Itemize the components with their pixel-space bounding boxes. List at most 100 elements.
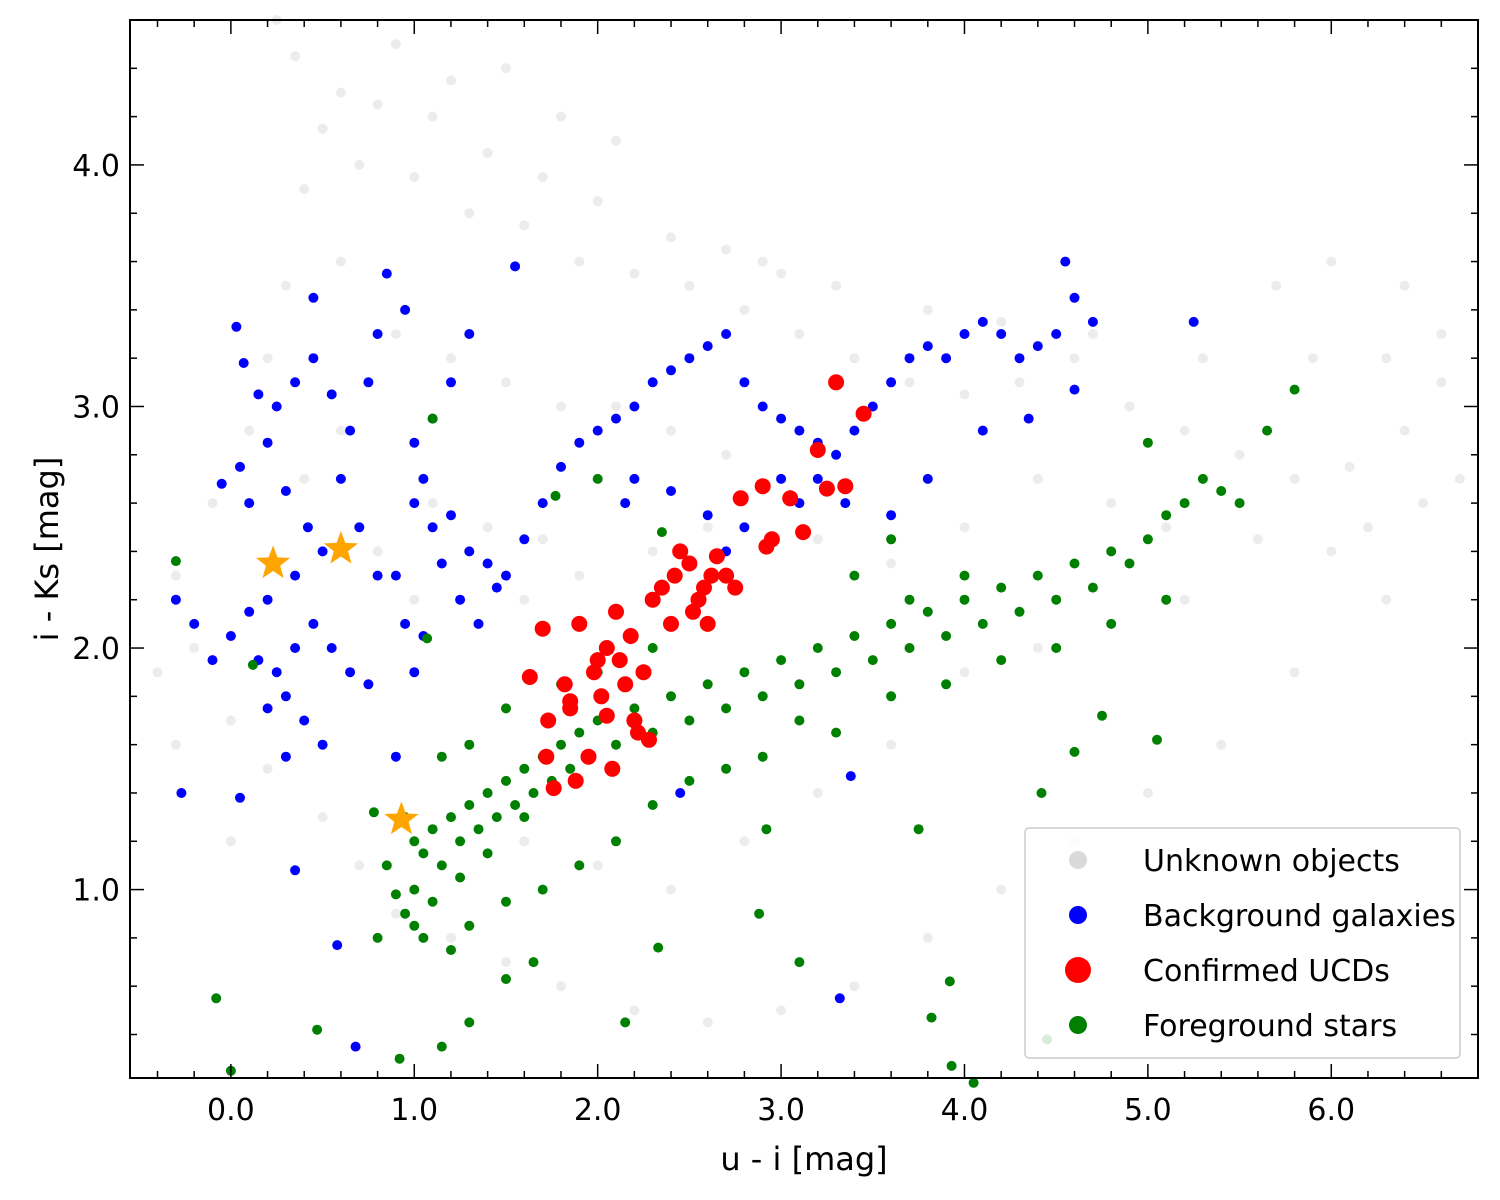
legend-marker-foreground-stars — [1069, 1016, 1087, 1034]
unknown-objects-point — [335, 87, 346, 98]
legend-marker-unknown-objects — [1069, 851, 1087, 869]
unknown-objects-point — [244, 425, 255, 436]
unknown-objects-point — [1216, 739, 1227, 750]
background-galaxies-point — [1060, 256, 1071, 267]
foreground-stars-point — [501, 974, 511, 984]
foreground-stars-point — [647, 800, 658, 810]
unknown-objects-point — [537, 534, 548, 545]
background-galaxies-point — [335, 473, 346, 484]
confirmed-ucds-point — [622, 628, 639, 644]
unknown-objects-point — [996, 316, 1007, 327]
background-galaxies-point — [189, 618, 200, 629]
unknown-objects-point — [739, 304, 750, 315]
background-galaxies-point — [216, 478, 227, 489]
foreground-stars-point — [211, 993, 222, 1004]
unknown-objects-point — [739, 836, 750, 847]
foreground-stars-point — [1124, 558, 1135, 569]
unknown-objects-point — [409, 172, 420, 182]
foreground-stars-point — [886, 618, 897, 629]
legend-marker-background-galaxies — [1069, 906, 1087, 924]
background-galaxies-point — [290, 570, 301, 581]
unknown-objects-point — [1326, 256, 1337, 267]
background-galaxies-point — [253, 389, 264, 400]
foreground-stars-point — [904, 594, 915, 605]
unknown-objects-point — [1271, 280, 1282, 291]
unknown-objects-point — [501, 957, 511, 968]
foreground-stars-point — [519, 812, 530, 823]
unknown-objects-point — [482, 147, 493, 158]
x-axis-label: u - i [mag] — [720, 1140, 887, 1178]
unknown-objects-point — [299, 473, 310, 484]
x-tick-label: 4.0 — [941, 1093, 989, 1128]
foreground-stars-point — [684, 775, 695, 786]
background-galaxies-point — [436, 558, 447, 569]
background-galaxies-point — [170, 594, 181, 605]
foreground-stars-point — [473, 824, 484, 835]
unknown-objects-point — [1289, 473, 1300, 484]
unknown-objects-point — [446, 75, 456, 86]
background-galaxies-point — [262, 437, 273, 448]
confirmed-ucds-point — [653, 579, 670, 596]
x-tick-label: 2.0 — [574, 1093, 622, 1128]
confirmed-ucds-point — [540, 712, 557, 729]
unknown-objects-point — [170, 570, 181, 581]
confirmed-ucds-point — [763, 531, 780, 548]
unknown-objects-point — [592, 860, 603, 871]
highlight-star-point — [384, 801, 419, 835]
unknown-objects-point — [574, 256, 585, 267]
foreground-stars-point — [436, 1041, 447, 1052]
background-galaxies-point — [400, 618, 411, 629]
foreground-stars-point — [1289, 384, 1300, 395]
foreground-stars-point — [629, 703, 640, 714]
foreground-stars-point — [926, 1012, 937, 1023]
foreground-stars-point — [647, 643, 658, 653]
x-tick-label: 3.0 — [757, 1093, 805, 1128]
unknown-objects-point — [225, 836, 236, 847]
foreground-stars-point — [831, 667, 842, 678]
background-galaxies-point — [464, 546, 475, 557]
unknown-objects-point — [262, 353, 273, 364]
unknown-objects-point — [1436, 329, 1447, 339]
foreground-stars-point — [996, 582, 1007, 593]
foreground-stars-point — [550, 490, 561, 501]
foreground-stars-point — [1087, 582, 1098, 593]
unknown-objects-point — [556, 111, 566, 122]
unknown-objects-point — [1161, 522, 1172, 533]
foreground-stars-point — [556, 739, 566, 750]
background-galaxies-point — [996, 329, 1007, 339]
background-galaxies-point — [244, 498, 255, 509]
background-galaxies-point — [280, 486, 291, 496]
background-galaxies-point — [244, 606, 255, 617]
foreground-stars-point — [446, 812, 456, 823]
foreground-stars-point — [464, 1017, 475, 1028]
background-galaxies-point — [812, 473, 823, 484]
confirmed-ucds-point — [608, 603, 624, 620]
background-galaxies-point — [834, 993, 845, 1004]
background-galaxies-point — [666, 365, 676, 376]
unknown-objects-point — [702, 1017, 713, 1028]
background-galaxies-point — [959, 329, 970, 339]
foreground-stars-point — [1106, 618, 1117, 629]
foreground-stars-point — [1014, 606, 1025, 617]
unknown-objects-point — [959, 522, 970, 533]
legend-label-unknown-objects: Unknown objects — [1143, 844, 1400, 879]
background-galaxies-point — [464, 329, 475, 339]
confirmed-ucds-point — [727, 579, 744, 596]
unknown-objects-point — [427, 111, 438, 122]
confirmed-ucds-point — [666, 567, 683, 584]
unknown-objects-point — [390, 329, 401, 339]
foreground-stars-point — [959, 570, 970, 581]
unknown-objects-point — [519, 836, 530, 847]
unknown-objects-point — [1179, 594, 1190, 605]
unknown-objects-point — [647, 546, 658, 557]
background-galaxies-point — [1023, 413, 1034, 424]
background-galaxies-point — [302, 522, 313, 533]
background-galaxies-point — [482, 558, 493, 569]
confirmed-ucds-point — [611, 652, 628, 669]
unknown-objects-point — [290, 51, 301, 62]
background-galaxies-point — [317, 546, 328, 557]
foreground-stars-point — [721, 763, 732, 774]
y-tick-label: 3.0 — [72, 390, 120, 425]
foreground-stars-point — [886, 534, 897, 545]
foreground-stars-point — [427, 896, 438, 907]
